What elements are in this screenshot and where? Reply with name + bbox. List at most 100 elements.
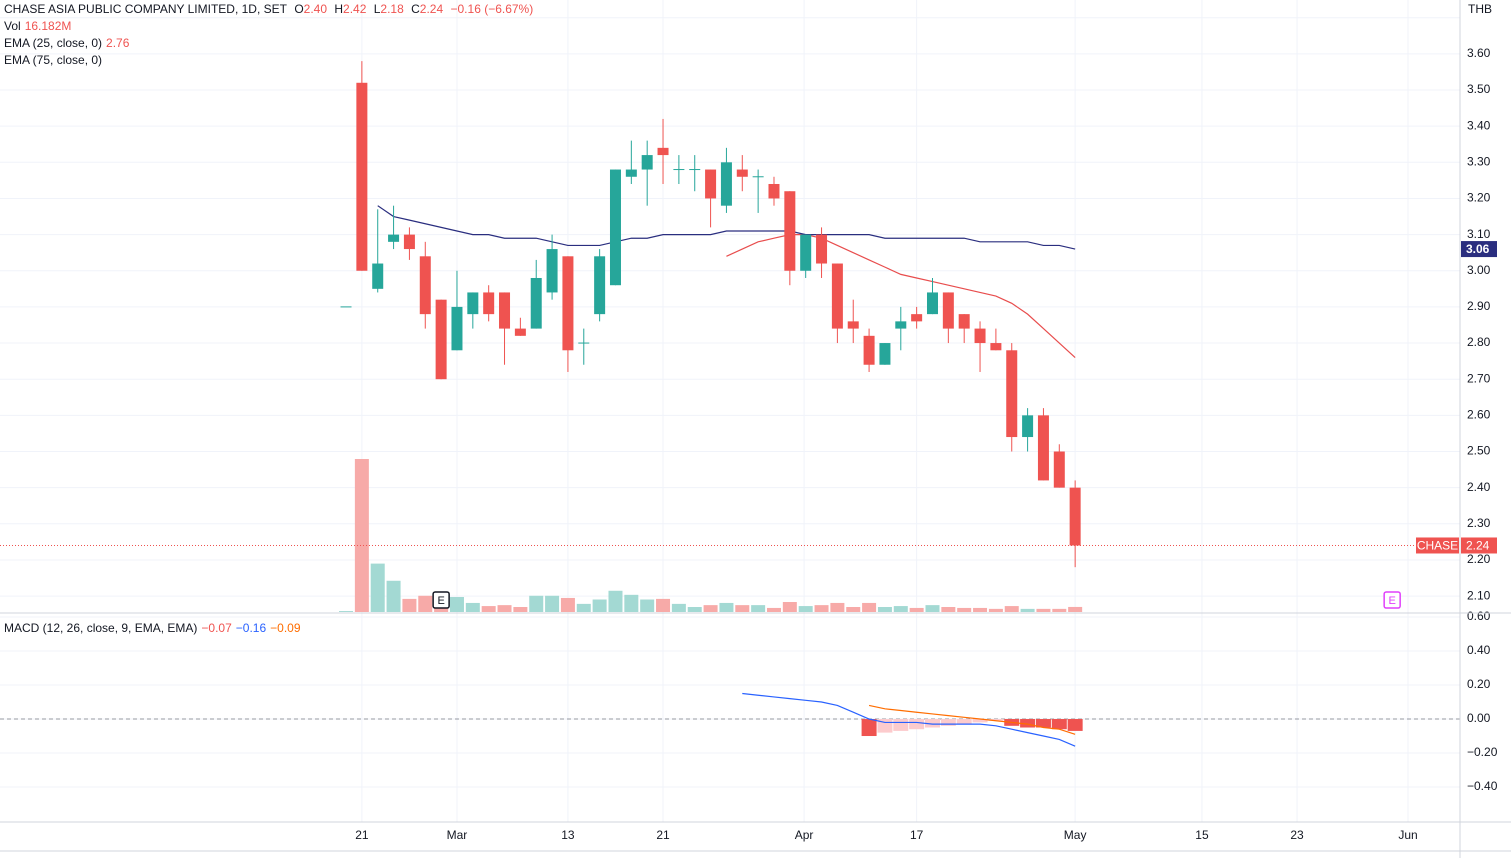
ohlc-value: 2.24	[419, 2, 444, 16]
volume-bar	[1004, 606, 1019, 612]
ohlc-label: O	[294, 2, 304, 16]
volume-bar	[624, 594, 639, 612]
y-tick-label: −0.20	[1467, 745, 1498, 759]
ema-name: EMA (75, close, 0)	[4, 53, 103, 67]
y-tick-label: −0.40	[1467, 779, 1498, 793]
y-tick-label: 0.40	[1467, 643, 1491, 657]
candle-body	[356, 82, 368, 271]
ema-name: EMA (25, close, 0)	[4, 36, 103, 50]
histogram-bar	[1051, 719, 1067, 730]
volume-bar	[608, 590, 623, 612]
x-tick-label: 23	[1290, 828, 1304, 842]
candle-body	[863, 335, 875, 365]
y-tick-label: 2.60	[1467, 408, 1491, 422]
event-label: E	[1388, 595, 1395, 607]
candle-body	[419, 256, 431, 315]
candle-body	[784, 191, 796, 271]
volume-bar	[877, 607, 892, 612]
legend-ema75: EMA (75, close, 0)	[4, 52, 106, 69]
candle-body	[768, 183, 780, 199]
volume-bar	[339, 611, 354, 612]
x-tick-label: May	[1064, 828, 1087, 842]
candle-body	[372, 263, 384, 289]
candle-body	[879, 343, 891, 365]
line	[377, 205, 1076, 250]
change: −0.16 (−6.67%)	[450, 2, 534, 16]
candle-body	[657, 147, 669, 156]
candle-body	[435, 299, 447, 380]
event-marker	[432, 591, 450, 609]
volume-bar	[354, 459, 369, 612]
volume-bar	[481, 606, 496, 612]
volume-bar	[1052, 608, 1067, 612]
candle-body	[340, 306, 352, 308]
histogram-bar	[909, 719, 925, 730]
macd-hist-value: −0.07	[201, 621, 232, 635]
candle-body	[1006, 350, 1018, 438]
price-tag	[1461, 537, 1497, 554]
volume-bar	[576, 603, 591, 612]
x-tick-label: Apr	[795, 828, 814, 842]
histogram-bar	[861, 719, 877, 737]
candle-body	[1022, 415, 1034, 438]
x-tick-label: 21	[355, 828, 369, 842]
x-tick-label: Mar	[447, 828, 468, 842]
candle-body	[958, 314, 970, 329]
candle-body	[926, 292, 938, 315]
x-tick-label: 15	[1195, 828, 1209, 842]
currency-bg	[1461, 0, 1511, 22]
y-tick-label: 2.20	[1467, 552, 1491, 566]
volume-bar	[719, 602, 734, 612]
candle-body	[831, 263, 843, 329]
candle-body	[1069, 487, 1081, 546]
x-tick-label: Jun	[1398, 828, 1417, 842]
histogram-bar	[1067, 719, 1083, 731]
ohlc-label: L	[373, 2, 381, 16]
histogram-bar	[1020, 719, 1036, 728]
y-tick-label: 3.40	[1467, 118, 1491, 132]
y-tick-label: 2.50	[1467, 444, 1491, 458]
x-tick-label: 21	[656, 828, 670, 842]
candle-body	[609, 169, 621, 286]
symbol-title: CHASE ASIA PUBLIC COMPANY LIMITED, 1D, S…	[4, 2, 287, 16]
candle-body	[800, 234, 812, 271]
volume-bar	[782, 602, 797, 612]
candle-body	[530, 277, 542, 329]
histogram-bar	[924, 719, 940, 728]
y-tick-label: 0.20	[1467, 677, 1491, 691]
candle-body	[546, 249, 558, 293]
volume-bar	[529, 595, 544, 612]
y-tick-label: 0.60	[1467, 609, 1491, 623]
volume-bar	[1020, 608, 1035, 612]
x-tick-label: 17	[910, 828, 924, 842]
candle-body	[689, 169, 701, 171]
ema-value: 2.76	[106, 36, 130, 50]
volume-bar	[846, 607, 861, 612]
volume-bar	[798, 606, 813, 612]
volume-bar	[640, 599, 655, 612]
price-tag-label: 2.24	[1466, 539, 1490, 553]
legend-ema25: EMA (25, close, 0) 2.76	[4, 35, 133, 52]
y-tick-label: 2.40	[1467, 480, 1491, 494]
candle-body	[1053, 451, 1065, 488]
histogram-bar	[956, 719, 972, 725]
volume-bar	[830, 602, 845, 612]
y-tick-label: 0.00	[1467, 711, 1491, 725]
volume-bar	[909, 607, 924, 612]
candle-body	[847, 321, 859, 329]
ohlc-value: 2.40	[303, 2, 328, 16]
y-tick-label: 2.90	[1467, 299, 1491, 313]
volume-bar	[449, 597, 464, 612]
volume-bar	[973, 607, 988, 612]
volume-bar	[545, 595, 560, 612]
volume-bar	[1068, 606, 1083, 612]
volume-value: 16.182M	[24, 19, 72, 33]
ema-tag-label: 3.06	[1466, 242, 1490, 256]
volume-bar	[751, 605, 766, 612]
volume-bar	[703, 605, 718, 612]
volume-bar	[386, 580, 401, 612]
volume-name: Vol	[4, 19, 21, 33]
volume-bar	[687, 607, 702, 612]
volume-bar	[957, 607, 972, 612]
